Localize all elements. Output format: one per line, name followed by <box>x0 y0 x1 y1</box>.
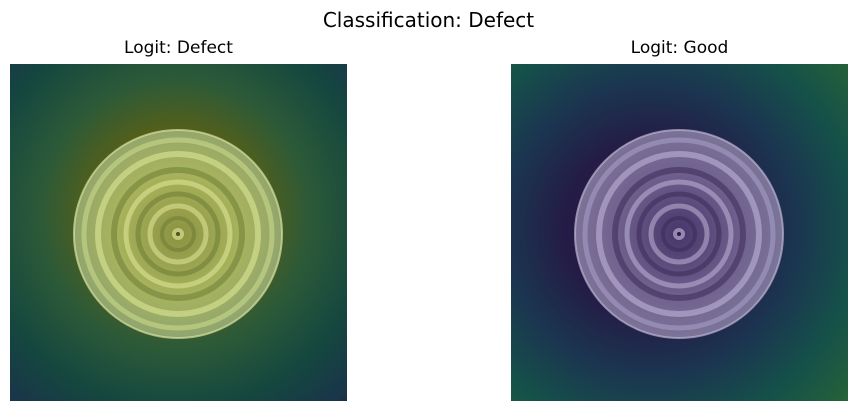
defect-heatmap-panel <box>10 64 347 401</box>
panel-title-good: Logit: Good <box>630 38 729 58</box>
good-heatmap-panel <box>511 64 848 401</box>
defect-heatmap-image <box>10 64 347 401</box>
panel-title-defect: Logit: Defect <box>124 38 233 58</box>
good-heatmap-image <box>511 64 848 401</box>
figure-title: Classification: Defect <box>322 8 535 32</box>
product-disk <box>574 129 784 339</box>
product-disk <box>73 129 283 339</box>
